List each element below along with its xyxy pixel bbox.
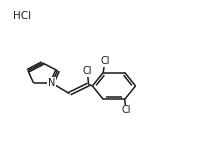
Text: Cl: Cl [100, 56, 110, 66]
Text: N: N [48, 78, 56, 88]
Text: Cl: Cl [83, 66, 92, 76]
Text: HCl: HCl [13, 11, 31, 21]
Text: Cl: Cl [121, 105, 131, 115]
